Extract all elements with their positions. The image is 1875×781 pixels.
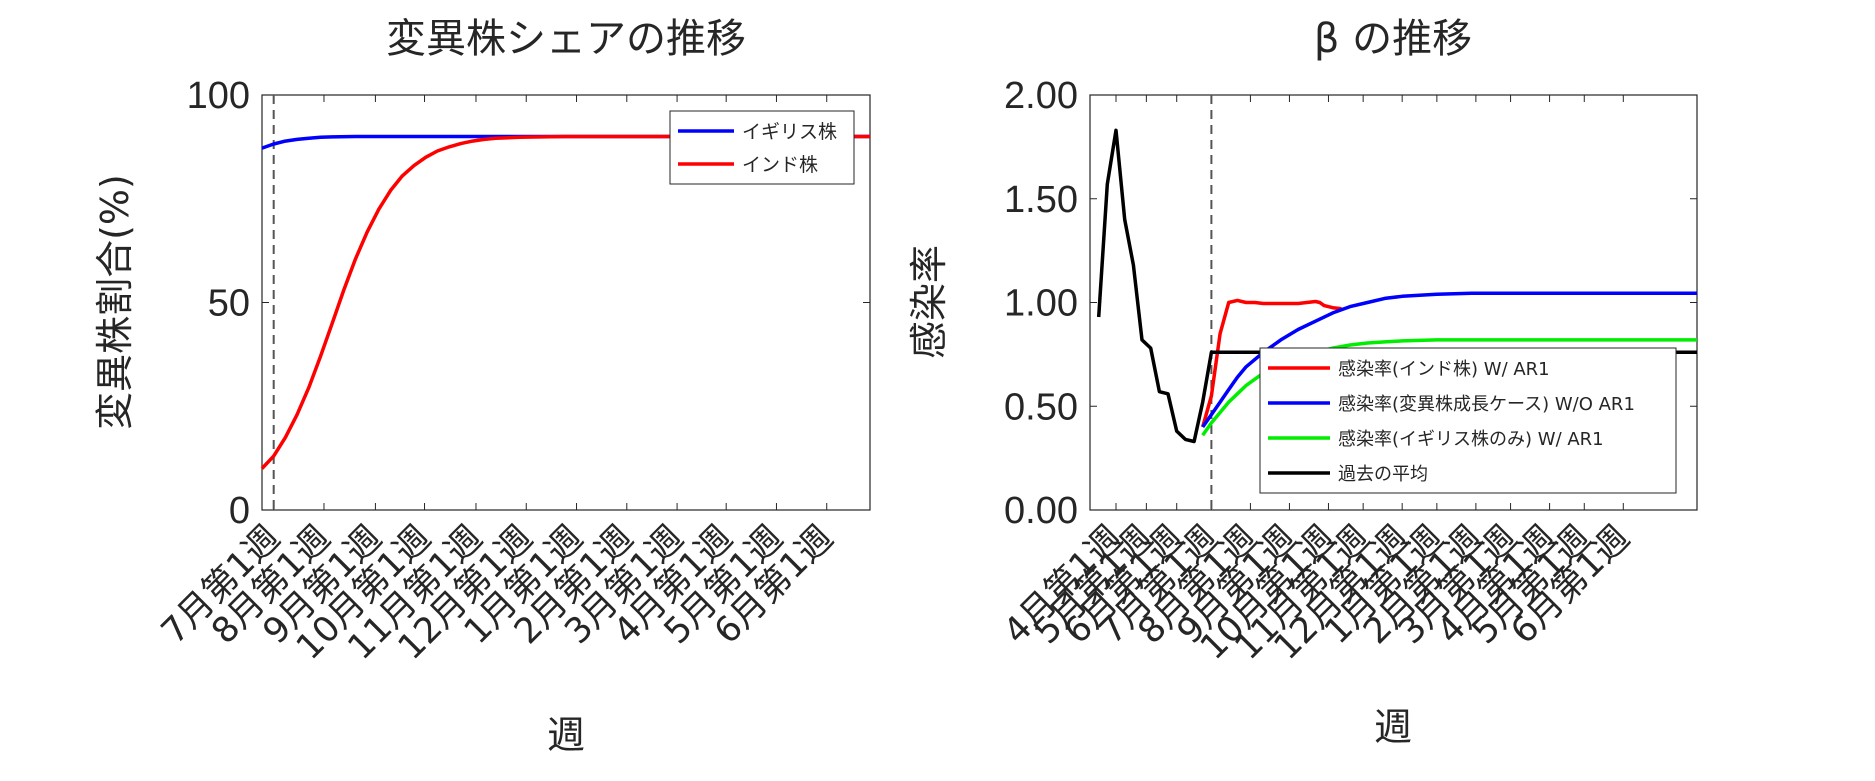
y-tick-label: 0 bbox=[229, 490, 250, 532]
y-tick-label: 2.00 bbox=[1004, 75, 1078, 117]
chart-variant-share: 変異株シェアの推移変異株割合(%)週0501007月第1週8月第1週9月第1週1… bbox=[93, 16, 871, 757]
chart-title: β の推移 bbox=[1314, 16, 1472, 62]
x-axis-label: 週 bbox=[547, 713, 585, 757]
series-line-0 bbox=[1201, 298, 1342, 428]
y-tick-label: 50 bbox=[208, 283, 250, 325]
series-line-1 bbox=[260, 134, 870, 470]
legend-box bbox=[1259, 347, 1677, 494]
chart-beta-trend: β の推移感染率週0.000.501.001.502.004月第1週5月第1週6… bbox=[907, 16, 1698, 749]
legend-entry: 感染率(イギリス株のみ) W/ AR1 bbox=[1338, 429, 1604, 450]
y-axis-label: 感染率 bbox=[907, 245, 951, 359]
chart-title: 変異株シェアの推移 bbox=[386, 16, 746, 62]
legend-entry: インド株 bbox=[742, 154, 818, 176]
series-line-1 bbox=[1201, 291, 1697, 429]
legend-entry: 感染率(インド株) W/ AR1 bbox=[1338, 359, 1550, 380]
y-tick-label: 1.00 bbox=[1004, 283, 1078, 325]
legend-box bbox=[669, 110, 855, 185]
legend-entry: 過去の平均 bbox=[1338, 464, 1428, 485]
legend-entry: イギリス株 bbox=[742, 121, 837, 143]
y-axis-label: 変異株割合(%) bbox=[93, 174, 137, 430]
y-tick-label: 0.50 bbox=[1004, 386, 1078, 428]
x-axis-label: 週 bbox=[1374, 705, 1412, 749]
legend-entry: 感染率(変異株成長ケース) W/O AR1 bbox=[1338, 394, 1635, 415]
y-tick-label: 100 bbox=[187, 75, 250, 117]
y-tick-label: 0.00 bbox=[1004, 490, 1078, 532]
y-tick-label: 1.50 bbox=[1004, 179, 1078, 221]
legend: 感染率(インド株) W/ AR1 感染率(変異株成長ケース) W/O AR1 感染率… bbox=[1259, 347, 1677, 494]
